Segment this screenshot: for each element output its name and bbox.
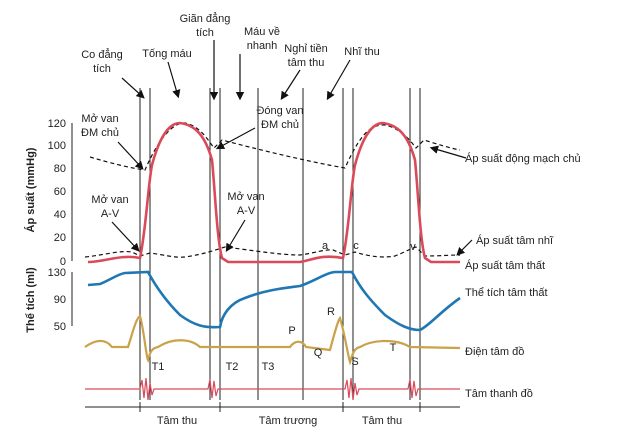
phase-label: Nhĩ thu xyxy=(344,46,379,58)
atrial-pressure xyxy=(84,246,461,258)
curve-label: Áp suất động mạch chủ xyxy=(465,152,581,165)
y-tick-label: 50 xyxy=(54,321,66,333)
wave-label: T xyxy=(390,342,397,354)
phase-label: Co đẳng xyxy=(81,48,123,61)
ventricular-pressure xyxy=(87,121,460,264)
phase-label: nhanh xyxy=(247,40,278,52)
wave-label: a xyxy=(322,240,329,252)
y-tick-label: 100 xyxy=(48,140,66,152)
y-tick-label: 80 xyxy=(54,163,66,175)
wave-label: T3 xyxy=(262,361,275,373)
annotation: Đóng van xyxy=(256,105,303,117)
aortic-pressure xyxy=(89,122,461,171)
wave-label: T2 xyxy=(226,361,239,373)
y-tick-label: 40 xyxy=(54,209,66,221)
phase-label: tích xyxy=(196,27,214,39)
y-tick-label: 0 xyxy=(60,256,66,268)
phase-label: Giãn đẳng xyxy=(180,12,231,25)
y-tick-label: 60 xyxy=(54,186,66,198)
cycle-label: Tâm thu xyxy=(362,415,402,427)
wave-label: S xyxy=(351,356,358,368)
y-tick-label: 90 xyxy=(54,294,66,306)
phase-label: tích xyxy=(93,63,111,75)
y-tick-label: 20 xyxy=(54,232,66,244)
curve-label: Tâm thanh đồ xyxy=(465,388,533,400)
annotation: Mở van xyxy=(227,191,264,203)
ecg xyxy=(84,314,461,366)
curve-label: Áp suất tâm nhĩ xyxy=(476,234,554,247)
phase-arrows xyxy=(111,40,473,256)
phase-lines xyxy=(139,88,421,400)
wave-label: R xyxy=(327,306,335,318)
wave-label: v xyxy=(410,241,416,253)
annotation: ĐM chủ xyxy=(81,127,119,139)
cycle-label: Tâm trương xyxy=(259,415,318,427)
phase-label: tâm thu xyxy=(288,57,325,69)
phase-label: Máu về xyxy=(244,26,280,38)
annotation: Mở van xyxy=(91,194,128,206)
curve-label: Điện tâm đồ xyxy=(465,346,524,358)
annotation: Mở van xyxy=(81,113,118,125)
phase-label: Tống máu xyxy=(142,48,192,60)
axis-title: Áp suất (mmHg) xyxy=(24,147,37,232)
y-tick-label: 130 xyxy=(48,267,66,279)
curve-label: Áp suất tâm thất xyxy=(465,259,545,272)
axis-title: Thể tích (ml) xyxy=(25,267,37,333)
ventricular-volume xyxy=(87,270,461,332)
pcg xyxy=(85,377,460,401)
y-tick-label: 120 xyxy=(48,118,66,130)
phase-label: Nghỉ tiền xyxy=(284,43,327,55)
curve-label: Thể tích tâm thất xyxy=(465,287,548,299)
wave-label: P xyxy=(288,325,295,337)
annotation: A-V xyxy=(237,205,256,217)
cycle-bracket xyxy=(85,402,460,412)
wave-label: Q xyxy=(314,347,323,359)
annotation: ĐM chủ xyxy=(261,119,299,131)
cycle-label: Tâm thu xyxy=(157,415,197,427)
wave-label: c xyxy=(353,240,359,252)
annotation: A-V xyxy=(101,208,120,220)
wave-label: T1 xyxy=(152,361,165,373)
